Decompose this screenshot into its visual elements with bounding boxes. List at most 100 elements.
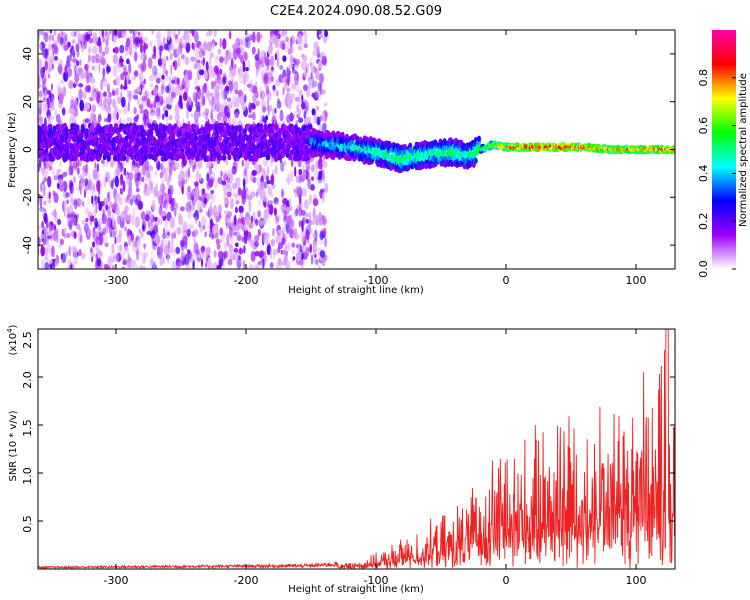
heatmap-cell — [188, 30, 193, 34]
heatmap-cell — [184, 240, 188, 250]
heatmap-cell — [271, 227, 276, 237]
heatmap-cell — [91, 195, 94, 205]
heatmap-cell — [290, 173, 294, 182]
heatmap-cell — [282, 198, 288, 205]
heatmap-cell — [38, 157, 42, 168]
heatmap-cell — [114, 175, 119, 188]
heatmap-cell — [198, 173, 202, 181]
heatmap-cell — [66, 199, 69, 205]
heatmap-cell — [174, 85, 180, 97]
heatmap-cell — [263, 182, 269, 189]
heatmap-cell — [174, 207, 177, 217]
heatmap-cell — [116, 234, 122, 244]
heatmap-cell — [49, 165, 52, 171]
heatmap-cell — [223, 92, 226, 103]
heatmap-cell — [239, 212, 244, 218]
heatmap-cell — [61, 31, 66, 37]
heatmap-cell — [206, 228, 210, 234]
heatmap-cell — [163, 43, 169, 51]
heatmap-cell — [97, 218, 103, 226]
heatmap-cell — [267, 165, 270, 176]
heatmap-cell — [72, 58, 78, 63]
heatmap-cell — [260, 188, 266, 196]
heatmap-cell — [47, 74, 51, 79]
heatmap-cell — [313, 170, 319, 182]
heatmap-cell — [78, 83, 84, 88]
heatmap-cell — [60, 253, 64, 260]
heatmap-cell — [291, 242, 296, 248]
heatmap-cell — [157, 253, 163, 259]
signal-track — [38, 122, 675, 174]
heatmap-cell — [326, 130, 331, 137]
heatmap-cell — [140, 211, 146, 221]
heatmap-cell — [257, 210, 261, 218]
heatmap-cell — [116, 163, 121, 176]
heatmap-cell — [67, 213, 73, 219]
heatmap-cell — [117, 30, 122, 39]
heatmap-cell — [71, 245, 76, 253]
heatmap-cell — [140, 231, 144, 239]
heatmap-cell — [274, 201, 281, 206]
heatmap-cell — [282, 216, 287, 223]
heatmap-cell — [111, 141, 116, 148]
heatmap-cell — [277, 229, 283, 234]
heatmap-cell — [298, 220, 302, 228]
heatmap-cell — [159, 183, 163, 190]
heatmap-cell — [212, 40, 215, 50]
heatmap-cell — [43, 240, 47, 246]
heatmap-cell — [289, 169, 294, 176]
heatmap-cell — [243, 236, 248, 245]
heatmap-cell — [165, 239, 168, 247]
heatmap-cell — [243, 51, 247, 61]
heatmap-cell — [156, 31, 161, 40]
heatmap-cell — [111, 230, 117, 238]
heatmap-cell — [287, 41, 290, 53]
heatmap-cell — [90, 252, 96, 258]
heatmap-cell — [266, 180, 272, 185]
heatmap-cell — [219, 154, 223, 161]
heatmap-cell — [324, 30, 328, 38]
heatmap-cell — [187, 262, 191, 269]
heatmap-cell — [317, 60, 323, 69]
heatmap-cell — [103, 118, 109, 123]
heatmap-cell — [248, 195, 253, 201]
heatmap-cell — [258, 250, 264, 258]
heatmap-cell — [179, 206, 185, 212]
heatmap-cell — [174, 162, 180, 170]
heatmap-cell — [152, 261, 157, 268]
heatmap-cell — [39, 199, 43, 209]
heatmap-cell — [195, 59, 198, 69]
heatmap-cell — [161, 179, 164, 186]
heatmap-cell — [82, 165, 87, 173]
heatmap-cell — [149, 101, 154, 109]
heatmap-cell — [146, 98, 151, 108]
heatmap-cell — [265, 86, 269, 95]
heatmap-cell — [170, 232, 176, 239]
heatmap-cell — [46, 97, 50, 104]
heatmap-cell — [190, 201, 194, 212]
heatmap-cell — [254, 250, 260, 257]
heatmap-cell — [293, 228, 298, 235]
heatmap-cell — [320, 228, 325, 237]
heatmap-cell — [122, 166, 125, 176]
heatmap-cell — [66, 55, 72, 63]
heatmap-cell — [101, 200, 107, 207]
heatmap-cell — [84, 63, 89, 71]
heatmap-cell — [186, 124, 191, 130]
heatmap-cell — [285, 260, 291, 269]
heatmap-cell — [317, 82, 322, 92]
heatmap-cell — [133, 38, 139, 46]
heatmap-cell — [146, 230, 152, 236]
heatmap-cell — [311, 108, 316, 116]
heatmap-cell — [196, 249, 200, 256]
heatmap-cell — [255, 81, 258, 87]
heatmap-cell — [176, 48, 181, 56]
heatmap-cell — [226, 191, 232, 198]
heatmap-cell — [133, 94, 139, 100]
heatmap-cell — [153, 71, 159, 81]
heatmap-cell — [92, 168, 98, 180]
heatmap-cell — [192, 229, 199, 236]
heatmap-cell — [188, 128, 193, 135]
heatmap-cell — [216, 112, 222, 122]
